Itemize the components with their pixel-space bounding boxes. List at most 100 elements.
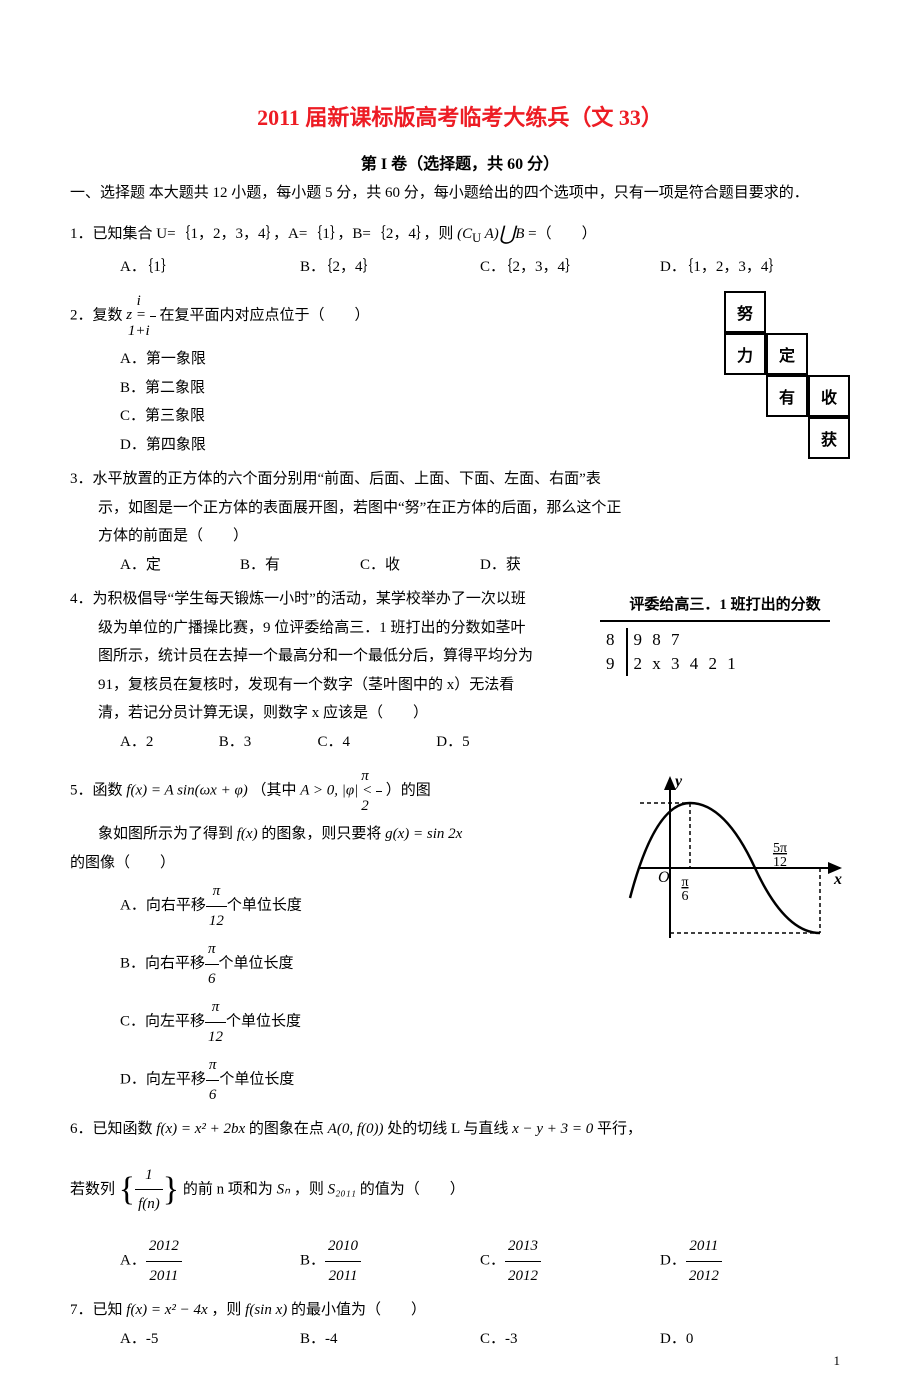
q7-option-b: B．-4 (300, 1325, 480, 1354)
q6c-den: 2012 (505, 1262, 541, 1291)
stem-row2-stem: 9 (600, 652, 627, 676)
q6d-den: 2012 (686, 1262, 722, 1291)
q5-text-c: ）的图 (386, 782, 431, 798)
q6c-num: 2013 (505, 1232, 541, 1262)
q5b-post: 个单位长度 (219, 955, 294, 971)
stem-row1-stem: 8 (600, 628, 627, 652)
q6b-pre: B． (300, 1253, 325, 1269)
q6-text-h: 的值为（ ） (360, 1181, 465, 1197)
question-3: 3．水平放置的正方体的六个面分别用“前面、后面、上面、下面、左面、右面”表示，如… (70, 465, 630, 579)
q2-frac-num: i (150, 287, 156, 317)
q4-option-d: D．5 (436, 728, 531, 757)
page-number: 1 (834, 1353, 841, 1369)
q2-option-a: A．第一象限 (120, 345, 380, 374)
q5b-den: 6 (205, 965, 219, 994)
q6a-den: 2011 (146, 1262, 182, 1291)
q5-text-d: 象如图所示为了得到 (98, 826, 233, 842)
q5-pi2-num: π (376, 762, 382, 792)
q6a-num: 2012 (146, 1232, 182, 1262)
q6-option-d: D．20112012 (660, 1232, 840, 1290)
q6-sn: Sₙ (277, 1181, 290, 1197)
q6-option-c: C．20132012 (480, 1232, 660, 1290)
q6-text-a: 已知函数 (93, 1121, 153, 1137)
q6c-pre: C． (480, 1253, 505, 1269)
q7-text-b: ，则 (211, 1302, 241, 1318)
q7-text-c: 的最小值为（ ） (291, 1302, 426, 1318)
q5-number: 5． (70, 782, 93, 798)
q5b-num: π (205, 935, 219, 965)
q1-text-a: 已知集合 U=｛1，2，3，4｝，A=｛1｝，B=｛2，4｝，则 (93, 226, 454, 242)
q2-option-d: D．第四象限 (120, 431, 380, 460)
q7-option-d: D．0 (660, 1325, 840, 1354)
q5-text-f: 的图像（ ） (70, 849, 590, 878)
q6-text-g: ，则 (294, 1181, 324, 1197)
q1-option-a: A．｛1｝ (120, 253, 300, 282)
q6-text-f: 的前 n 项和为 (183, 1181, 273, 1197)
question-1: 1．已知集合 U=｛1，2，3，4｝，A=｛1｝，B=｛2，4｝，则 (CU A… (70, 215, 850, 282)
q5-text-a: 函数 (93, 782, 123, 798)
q6-option-b: B．20102011 (300, 1232, 480, 1290)
stemleaf-figure: 评委给高三．1 班打出的分数 8 9 8 7 9 2 x 3 4 2 1 (600, 593, 850, 681)
q2-formula: z = i1+i (126, 307, 159, 323)
q1-text-b: =（ ） (528, 226, 596, 242)
q5c-num: π (205, 993, 226, 1023)
question-7: 7．已知 f(x) = x² − 4x ，则 f(sin x) 的最小值为（ ）… (70, 1296, 850, 1353)
q5a-den: 12 (206, 907, 227, 936)
q6-s2011: S₂₀₁₁ (328, 1181, 356, 1197)
q6a-pre: A． (120, 1253, 146, 1269)
svg-text:5π: 5π (773, 841, 787, 856)
q5a-pre: A．向右平移 (120, 897, 206, 913)
q6-expr1: f(x) = x² + 2bx (156, 1121, 245, 1137)
q2-frac-den: 1+i (150, 317, 156, 346)
q1-option-c: C．｛2，3，4｝ (480, 253, 660, 282)
svg-text:π: π (681, 875, 688, 890)
q4-option-c: C．4 (318, 728, 433, 757)
q7-expr1: f(x) = x² − 4x (126, 1302, 207, 1318)
q6-expr3: x − y + 3 = 0 (512, 1121, 593, 1137)
q1-option-b: B．｛2，4｝ (300, 253, 480, 282)
q6b-num: 2010 (325, 1232, 361, 1262)
q5-text-b: （其中 (252, 782, 297, 798)
q5a-num: π (206, 877, 227, 907)
q3-option-c: C．收 (360, 551, 480, 580)
q1-formula: (CU A)⋃B (457, 226, 524, 242)
stem-row2-leaves: 2 x 3 4 2 1 (627, 652, 745, 676)
q3-number: 3． (70, 471, 93, 487)
q6-seq-num: 1 (135, 1161, 163, 1191)
q2-option-c: C．第三象限 (120, 402, 380, 431)
page: 2011 届新课标版高考临考大练兵（文 33） 第 I 卷（选择题，共 60 分… (0, 0, 920, 1399)
q6d-pre: D． (660, 1253, 686, 1269)
q3-option-a: A．定 (120, 551, 240, 580)
q5-option-c: C．向左平移π12个单位长度 (120, 993, 380, 1051)
q3-text: 水平放置的正方体的六个面分别用“前面、后面、上面、下面、左面、右面”表示，如图是… (93, 471, 622, 544)
net-cell-5: 收 (808, 375, 850, 417)
q7-text-a: 已知 (93, 1302, 123, 1318)
question-6: 6．已知函数 f(x) = x² + 2bx 的图象在点 A(0, f(0)) … (70, 1115, 850, 1290)
svg-text:12: 12 (773, 855, 787, 870)
cube-net-figure: 努 力定 有收 获 (686, 291, 850, 459)
q1-option-d: D．｛1，2，3，4｝ (660, 253, 840, 282)
q3-option-d: D．获 (480, 551, 600, 580)
net-cell-1: 努 (724, 291, 766, 333)
main-title: 2011 届新课标版高考临考大练兵（文 33） (70, 100, 850, 132)
q6-seq-den: f(n) (135, 1190, 163, 1219)
q5-expr2: f(x) (237, 826, 258, 842)
stem-row1-leaves: 9 8 7 (627, 628, 745, 652)
net-cell-6: 获 (808, 417, 850, 459)
q5c-pre: C．向左平移 (120, 1013, 205, 1029)
q2-text-b: 在复平面内对应点位于（ ） (160, 307, 370, 323)
q7-expr2: f(sin x) (245, 1302, 287, 1318)
q7-option-a: A．-5 (120, 1325, 300, 1354)
q5-option-d: D．向左平移π6个单位长度 (120, 1051, 380, 1109)
q2-text-a: 复数 (93, 307, 123, 323)
net-cell-2: 力 (724, 333, 766, 375)
q5b-pre: B．向右平移 (120, 955, 205, 971)
svg-text:x: x (833, 871, 842, 888)
q4-number: 4． (70, 591, 93, 607)
q5-option-b: B．向右平移π6个单位长度 (120, 935, 380, 993)
stemleaf-title: 评委给高三．1 班打出的分数 (600, 593, 850, 614)
q5a-post: 个单位长度 (227, 897, 302, 913)
q6-text-e: 若数列 (70, 1181, 115, 1197)
q5d-den: 6 (206, 1081, 220, 1110)
q5-option-a: A．向右平移π12个单位长度 (120, 877, 380, 935)
